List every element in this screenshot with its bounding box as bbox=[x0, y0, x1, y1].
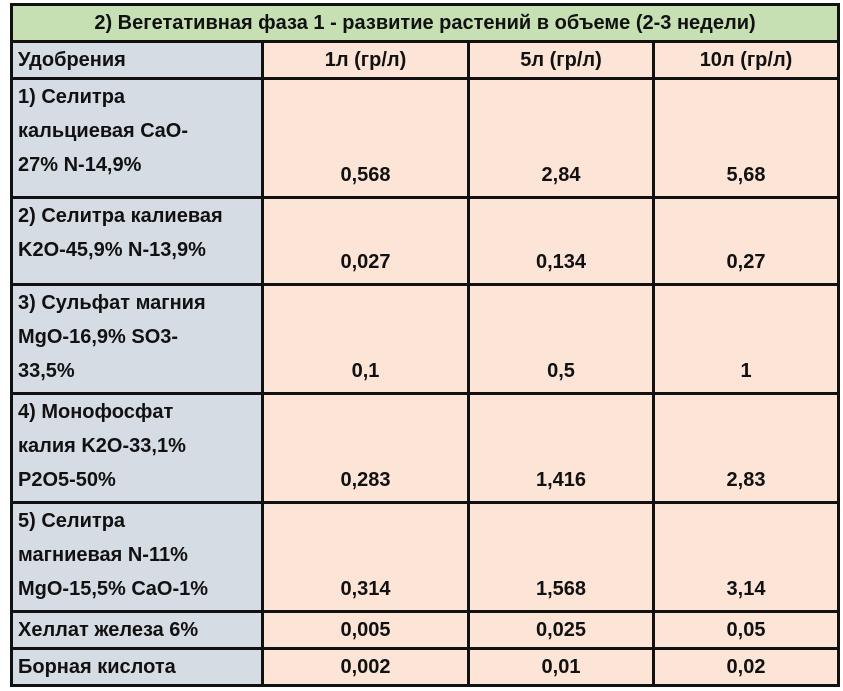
table-row: 5) Селитра магниевая N-11% MgO-15,5% CaO-1… bbox=[10, 501, 841, 613]
fertilizer-name-line: K2O-45,9% N-13,9% bbox=[18, 239, 206, 261]
table-row: 3) Сульфат магния MgO-16,9% SO3- 33,5% 0,1 0… bbox=[10, 283, 841, 395]
value-1l[interactable]: 0,314 bbox=[261, 501, 470, 613]
value-5l[interactable]: 0,5 bbox=[467, 283, 655, 395]
value-10l[interactable]: 0,02 bbox=[651, 647, 841, 687]
fertilizer-name-cell[interactable]: Борная кислота bbox=[10, 647, 264, 687]
fertilizer-name-line: калия K2O-33,1% bbox=[18, 435, 186, 457]
table-row: Хеллат железа 6% 0,005 0,025 0,05 bbox=[10, 610, 841, 650]
value-5l[interactable]: 1,416 bbox=[467, 392, 655, 504]
fertilizer-name-cell[interactable]: Хеллат железа 6% bbox=[10, 610, 264, 650]
fertilizer-name-line: Хеллат железа 6% bbox=[18, 619, 199, 641]
fertilizer-name-line: MgO-15,5% CaO-1% bbox=[18, 578, 209, 600]
value-1l[interactable]: 0,283 bbox=[261, 392, 470, 504]
value-5l[interactable]: 0,134 bbox=[467, 196, 655, 286]
fertilizer-name-cell[interactable]: 3) Сульфат магния MgO-16,9% SO3- 33,5% bbox=[10, 283, 264, 395]
value-10l[interactable]: 5,68 bbox=[651, 77, 841, 199]
fertilizer-name-cell[interactable]: 1) Селитра кальциевая CaO- 27% N-14,9% bbox=[10, 77, 264, 199]
value-10l[interactable]: 0,27 bbox=[651, 196, 841, 286]
fertilizer-name-line: 1) Селитра bbox=[18, 86, 126, 108]
table-row: Борная кислота 0,002 0,01 0,02 bbox=[10, 647, 841, 687]
fertilizer-name-line: 33,5% bbox=[18, 360, 75, 382]
header-10l[interactable]: 10л (гр/л) bbox=[651, 40, 841, 80]
value-10l[interactable]: 1 bbox=[651, 283, 841, 395]
title-row: 2) Вегетативная фаза 1 - развитие растен… bbox=[9, 3, 841, 43]
fertilizer-name-line: 3) Сульфат магния bbox=[18, 292, 206, 314]
header-1l[interactable]: 1л (гр/л) bbox=[261, 40, 470, 80]
value-1l[interactable]: 0,027 bbox=[261, 196, 470, 286]
fertilizer-name-line: MgO-16,9% SO3- bbox=[18, 326, 179, 348]
header-5l[interactable]: 5л (гр/л) bbox=[467, 40, 655, 80]
value-1l[interactable]: 0,002 bbox=[261, 647, 470, 687]
value-1l[interactable]: 0,005 bbox=[261, 610, 470, 650]
fertilizer-name-cell[interactable]: 5) Селитра магниевая N-11% MgO-15,5% CaO-1… bbox=[10, 501, 264, 613]
fertilizer-name-line: Борная кислота bbox=[18, 656, 176, 678]
value-10l[interactable]: 0,05 bbox=[651, 610, 841, 650]
fertilizer-name-line: 4) Монофосфат bbox=[18, 401, 174, 423]
header-row: Удобрения 1л (гр/л) 5л (гр/л) 10л (гр/л) bbox=[10, 40, 841, 80]
value-10l[interactable]: 3,14 bbox=[651, 501, 841, 613]
fertilizer-name-line: P2O5-50% bbox=[18, 469, 116, 491]
fertilizer-name-line: 2) Селитра калиевая bbox=[18, 205, 223, 227]
table-row: 2) Селитра калиевая K2O-45,9% N-13,9% 0,02… bbox=[10, 196, 841, 286]
fertilizer-name-line: 27% N-14,9% bbox=[18, 154, 142, 176]
value-5l[interactable]: 0,025 bbox=[467, 610, 655, 650]
table-row: 4) Монофосфат калия K2O-33,1% P2O5-50% 0,28… bbox=[10, 392, 841, 504]
value-5l[interactable]: 2,84 bbox=[467, 77, 655, 199]
value-1l[interactable]: 0,568 bbox=[261, 77, 470, 199]
fertilizer-name-line: 5) Селитра bbox=[18, 510, 126, 532]
fertilizer-name-cell[interactable]: 4) Монофосфат калия K2O-33,1% P2O5-50% bbox=[10, 392, 264, 504]
table-row: 1) Селитра кальциевая CaO- 27% N-14,9% 0,56… bbox=[10, 77, 841, 199]
value-1l[interactable]: 0,1 bbox=[261, 283, 470, 395]
value-10l[interactable]: 2,83 bbox=[651, 392, 841, 504]
table-title[interactable]: 2) Вегетативная фаза 1 - развитие растен… bbox=[9, 3, 841, 43]
fertilizer-name-line: магниевая N-11% bbox=[18, 544, 188, 566]
fertilizer-name-cell[interactable]: 2) Селитра калиевая K2O-45,9% N-13,9% bbox=[10, 196, 264, 286]
fertilizer-name-line: кальциевая CaO- bbox=[18, 120, 189, 142]
value-5l[interactable]: 1,568 bbox=[467, 501, 655, 613]
value-5l[interactable]: 0,01 bbox=[467, 647, 655, 687]
header-fertilizers[interactable]: Удобрения bbox=[10, 40, 264, 80]
fertilizer-table: 2) Вегетативная фаза 1 - развитие растен… bbox=[9, 3, 841, 687]
